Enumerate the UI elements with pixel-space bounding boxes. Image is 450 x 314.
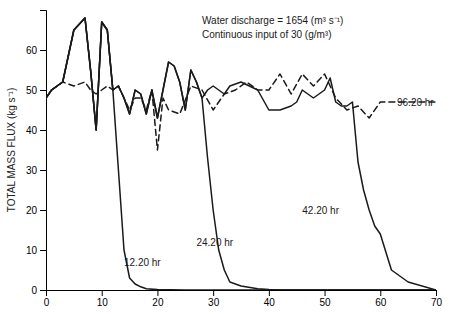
y-tick: 30 [26, 165, 46, 176]
x-tick: 20 [152, 290, 164, 308]
x-tick-mark [157, 290, 158, 296]
y-tick-label: 0 [31, 285, 37, 296]
x-tick: 50 [320, 290, 332, 308]
x-tick: 0 [44, 290, 50, 308]
x-tick-mark [269, 290, 270, 296]
y-tick-label: 10 [26, 245, 38, 256]
curve-label: 42.20 hr [302, 205, 339, 216]
x-tick-label: 70 [431, 297, 443, 308]
y-tick-mark [40, 170, 46, 171]
x-tick-mark [436, 290, 437, 296]
series-line [46, 18, 436, 290]
y-tick: 50 [26, 85, 46, 96]
curve-label: 12.20 hr [124, 257, 161, 268]
x-tick-mark [102, 290, 103, 296]
x-axis-line [47, 291, 437, 297]
y-axis-line [40, 11, 47, 291]
x-tick: 10 [97, 290, 109, 308]
x-tick-label: 10 [97, 297, 109, 308]
x-tick-label: 0 [44, 297, 50, 308]
x-tick-mark [380, 290, 381, 296]
x-tick: 60 [375, 290, 387, 308]
y-tick: 10 [26, 245, 46, 256]
y-axis-title: TOTAL MASS FLUX (kg s⁻¹) [6, 88, 17, 213]
x-tick-label: 30 [208, 297, 220, 308]
x-tick-label: 40 [264, 297, 276, 308]
x-tick: 30 [208, 290, 220, 308]
y-tick-mark [40, 50, 46, 51]
y-axis: 0 10 20 30 40 50 60 [26, 11, 47, 296]
lines [46, 18, 436, 290]
y-tick: 0 [31, 285, 46, 296]
y-tick-mark [40, 250, 46, 251]
y-tick-mark [40, 290, 46, 291]
plot: 0 10 20 30 40 50 60 70 0 10 20 30 40 50 60 12.20 hr 24.2… [26, 11, 443, 309]
x-axis: 0 10 20 30 40 50 60 70 [44, 290, 443, 308]
chart: 0 10 20 30 40 50 60 70 0 10 20 30 40 50 60 12.20 hr 24.2… [0, 0, 450, 314]
x-tick-label: 60 [375, 297, 387, 308]
x-tick: 70 [431, 290, 443, 308]
y-tick-mark [40, 210, 46, 211]
curve-label: 96.20 hr [397, 97, 434, 108]
y-tick: 40 [26, 125, 46, 136]
title: Water discharge = 1654 (m³ s⁻¹) [202, 15, 343, 26]
y-tick-label: 60 [26, 45, 38, 56]
x-tick-label: 50 [320, 297, 332, 308]
x-tick: 40 [264, 290, 276, 308]
y-tick: 20 [26, 205, 46, 216]
y-tick-mark [40, 130, 46, 131]
y-tick-label: 30 [26, 165, 38, 176]
series-line [46, 18, 436, 290]
subtitle: Continuous input of 30 (g/m³) [202, 29, 332, 40]
y-tick-label: 50 [26, 85, 38, 96]
series-line [46, 74, 436, 150]
y-tick-label: 40 [26, 125, 38, 136]
x-tick-label: 20 [152, 297, 164, 308]
y-tick-mark [40, 90, 46, 91]
series-line [46, 18, 436, 290]
x-tick-mark [325, 290, 326, 296]
x-tick-mark [213, 290, 214, 296]
annotations: 12.20 hr 24.20 hr 42.20 hr 96.20 hr Water di… [124, 15, 434, 268]
y-tick-label: 20 [26, 205, 38, 216]
curve-label: 24.20 hr [196, 237, 233, 248]
y-tick: 60 [26, 45, 46, 56]
